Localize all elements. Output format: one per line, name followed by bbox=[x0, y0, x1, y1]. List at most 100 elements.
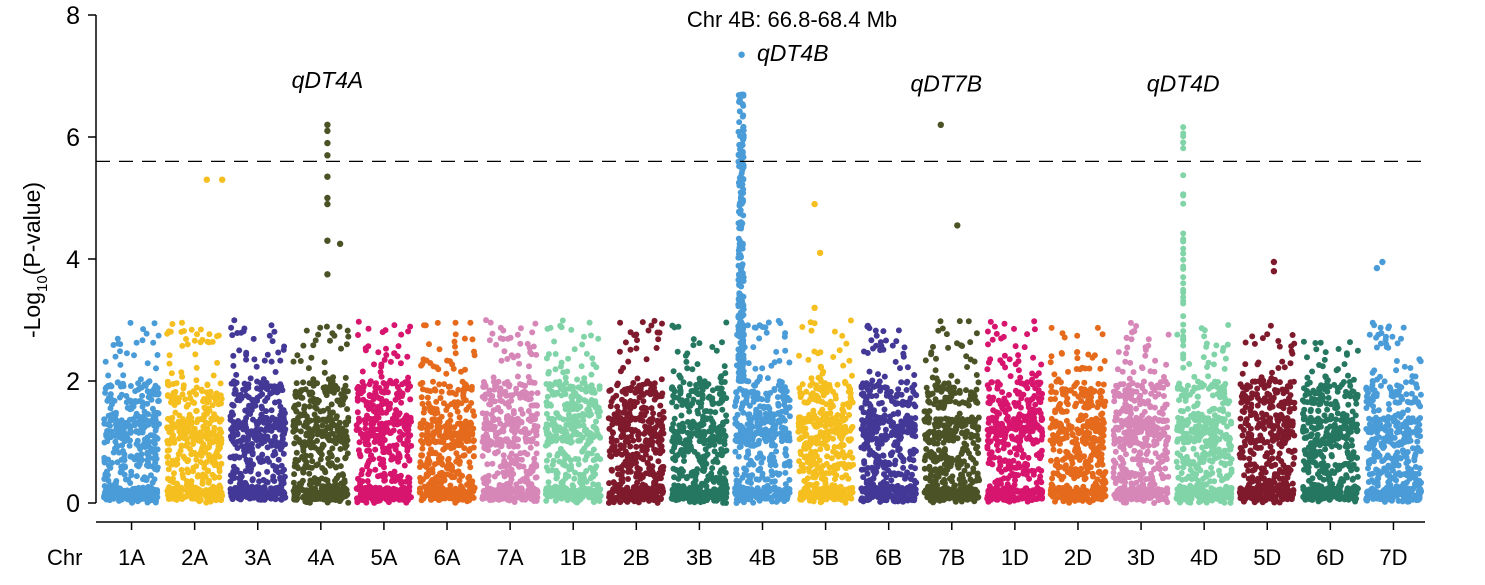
data-point bbox=[479, 453, 486, 459]
data-point bbox=[529, 412, 536, 419]
data-point bbox=[230, 378, 237, 385]
data-point bbox=[764, 375, 771, 382]
data-point bbox=[481, 420, 488, 427]
data-point bbox=[272, 423, 279, 430]
data-point bbox=[314, 437, 320, 444]
data-point bbox=[470, 438, 477, 445]
data-point bbox=[134, 437, 141, 444]
data-point bbox=[733, 389, 740, 396]
data-point bbox=[101, 416, 108, 423]
data-point bbox=[514, 494, 522, 501]
data-point bbox=[658, 437, 665, 443]
data-point bbox=[199, 471, 206, 478]
data-point bbox=[670, 392, 677, 399]
data-point bbox=[575, 456, 582, 463]
data-point bbox=[242, 479, 249, 486]
data-point bbox=[425, 461, 432, 467]
data-point bbox=[427, 360, 434, 366]
data-point bbox=[510, 470, 517, 477]
data-point bbox=[546, 381, 553, 388]
data-point bbox=[443, 407, 450, 413]
data-point bbox=[698, 489, 705, 496]
data-point bbox=[168, 370, 175, 377]
data-point bbox=[205, 405, 212, 412]
data-point bbox=[393, 378, 400, 385]
data-point bbox=[112, 415, 119, 422]
data-point bbox=[119, 428, 126, 435]
data-point bbox=[359, 368, 366, 375]
data-point bbox=[201, 396, 207, 402]
data-point bbox=[490, 378, 497, 385]
data-point bbox=[489, 392, 496, 399]
data-point bbox=[761, 403, 767, 410]
data-point bbox=[669, 399, 676, 406]
data-point bbox=[606, 387, 613, 394]
data-point bbox=[216, 474, 223, 481]
data-point bbox=[497, 489, 504, 496]
data-point bbox=[302, 496, 309, 503]
data-point bbox=[417, 459, 424, 465]
data-point bbox=[241, 447, 247, 454]
data-point bbox=[342, 394, 348, 401]
data-point bbox=[617, 486, 624, 493]
data-point bbox=[505, 381, 512, 388]
data-point bbox=[560, 369, 567, 376]
data-point bbox=[196, 437, 203, 444]
data-point bbox=[547, 492, 554, 500]
data-point bbox=[427, 496, 435, 503]
data-point bbox=[258, 440, 265, 447]
data-point bbox=[595, 335, 602, 342]
data-point bbox=[533, 474, 540, 481]
data-point bbox=[133, 410, 140, 417]
data-point bbox=[784, 461, 791, 468]
data-point bbox=[737, 422, 744, 429]
data-point bbox=[709, 465, 716, 472]
data-point bbox=[360, 384, 367, 391]
data-point bbox=[677, 387, 684, 394]
data-point bbox=[237, 470, 244, 477]
data-point bbox=[748, 480, 754, 486]
data-point bbox=[279, 468, 286, 475]
data-point bbox=[105, 372, 112, 379]
data-point bbox=[738, 406, 745, 412]
data-point bbox=[319, 433, 326, 440]
data-point bbox=[569, 394, 576, 401]
data-point bbox=[374, 405, 381, 412]
data-point bbox=[670, 368, 677, 375]
data-point bbox=[551, 338, 558, 345]
data-point bbox=[421, 322, 427, 329]
data-point bbox=[240, 328, 247, 335]
data-point bbox=[606, 425, 613, 432]
data-point bbox=[193, 407, 200, 414]
data-point bbox=[317, 408, 324, 415]
data-point bbox=[109, 401, 115, 408]
data-point bbox=[139, 399, 146, 406]
data-point bbox=[216, 468, 223, 475]
data-point bbox=[256, 494, 263, 501]
data-point bbox=[418, 452, 425, 459]
data-point bbox=[578, 480, 585, 487]
data-point bbox=[690, 336, 697, 343]
data-point bbox=[589, 355, 596, 362]
data-point bbox=[671, 415, 678, 422]
data-point bbox=[689, 366, 696, 373]
data-point bbox=[396, 488, 403, 495]
data-point bbox=[230, 411, 236, 418]
data-point bbox=[457, 486, 464, 493]
data-point bbox=[117, 487, 125, 494]
data-point bbox=[387, 358, 394, 365]
data-point bbox=[783, 388, 790, 395]
data-point bbox=[753, 493, 760, 501]
data-point bbox=[510, 408, 517, 414]
data-point bbox=[187, 427, 194, 434]
data-point bbox=[268, 407, 275, 414]
data-point bbox=[342, 374, 349, 381]
data-point bbox=[308, 488, 316, 495]
data-point bbox=[741, 465, 748, 472]
data-point bbox=[565, 355, 572, 362]
data-point bbox=[560, 460, 567, 467]
data-point bbox=[427, 446, 434, 453]
data-point bbox=[772, 425, 778, 432]
data-point bbox=[645, 327, 652, 334]
data-point bbox=[629, 426, 636, 433]
